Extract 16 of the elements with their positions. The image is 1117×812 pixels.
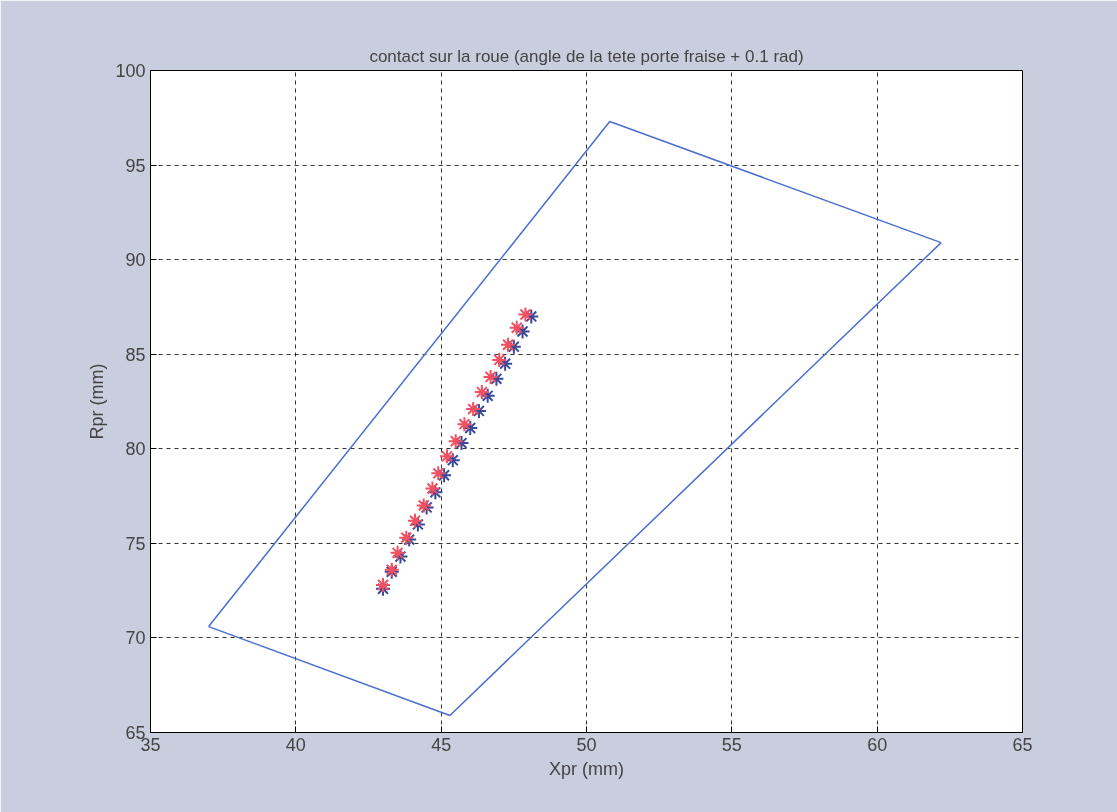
y-tick-label: 70 <box>125 628 146 649</box>
x-tick-label: 65 <box>1012 734 1033 755</box>
x-axis-title: Xpr (mm) <box>549 758 625 779</box>
y-tick-label: 95 <box>125 155 146 176</box>
x-tick-label: 40 <box>285 734 306 755</box>
x-tick-label: 60 <box>867 734 888 755</box>
y-tick-label: 75 <box>125 533 146 554</box>
y-tick-label: 100 <box>115 61 146 81</box>
y-tick-label: 80 <box>125 439 146 460</box>
x-tick-label: 55 <box>721 734 742 755</box>
x-tick-label: 45 <box>431 734 452 755</box>
x-tick-label: 50 <box>576 734 597 755</box>
chart-title: contact sur la roue (angle de la tete porte fraise + 0.1 rad) <box>369 46 804 66</box>
y-tick-label: 90 <box>125 250 146 271</box>
y-axis-title: Rpr (mm) <box>87 363 108 440</box>
y-tick-label: 85 <box>125 344 146 365</box>
